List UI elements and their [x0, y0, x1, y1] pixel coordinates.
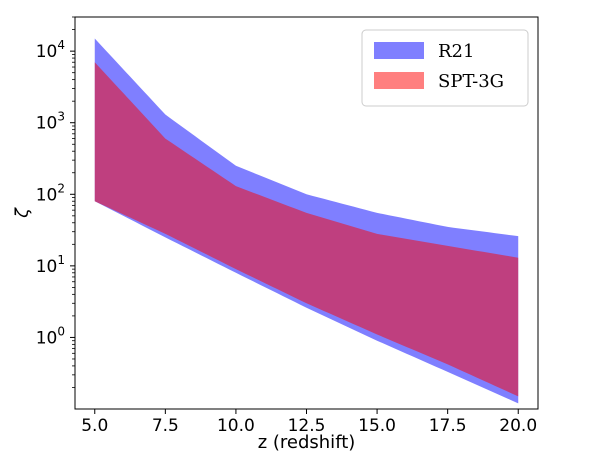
y-axis: 100 101 102 103 104 — [36, 16, 75, 388]
x-axis: 5.0 7.5 10.0 12.5 15.0 17.5 20.0 — [81, 409, 537, 436]
y-axis-label: ζ — [12, 207, 33, 219]
y-tick-label: 100 — [36, 324, 65, 348]
x-axis-label: z (redshift) — [258, 432, 356, 453]
legend: R21 SPT-3G — [361, 29, 529, 107]
legend-swatch-r21 — [374, 42, 424, 59]
legend-swatch-spt-3g — [374, 72, 424, 89]
x-tick-label: 20.0 — [499, 416, 537, 436]
legend-label-spt-3g: SPT-3G — [438, 71, 504, 92]
legend-label-r21: R21 — [438, 41, 474, 62]
x-tick-label: 15.0 — [358, 416, 396, 436]
y-tick-label: 103 — [36, 110, 65, 134]
x-tick-label: 10.0 — [217, 416, 255, 436]
y-tick-label: 102 — [36, 181, 65, 205]
x-tick-label: 17.5 — [429, 416, 467, 436]
x-tick-label: 12.5 — [288, 416, 326, 436]
series-layer — [94, 38, 519, 404]
x-tick-label: 5.0 — [81, 416, 108, 436]
x-tick-label: 7.5 — [152, 416, 179, 436]
series-band-spt-3g — [94, 62, 519, 397]
y-tick-label: 101 — [36, 253, 65, 277]
y-tick-label: 104 — [36, 38, 65, 62]
